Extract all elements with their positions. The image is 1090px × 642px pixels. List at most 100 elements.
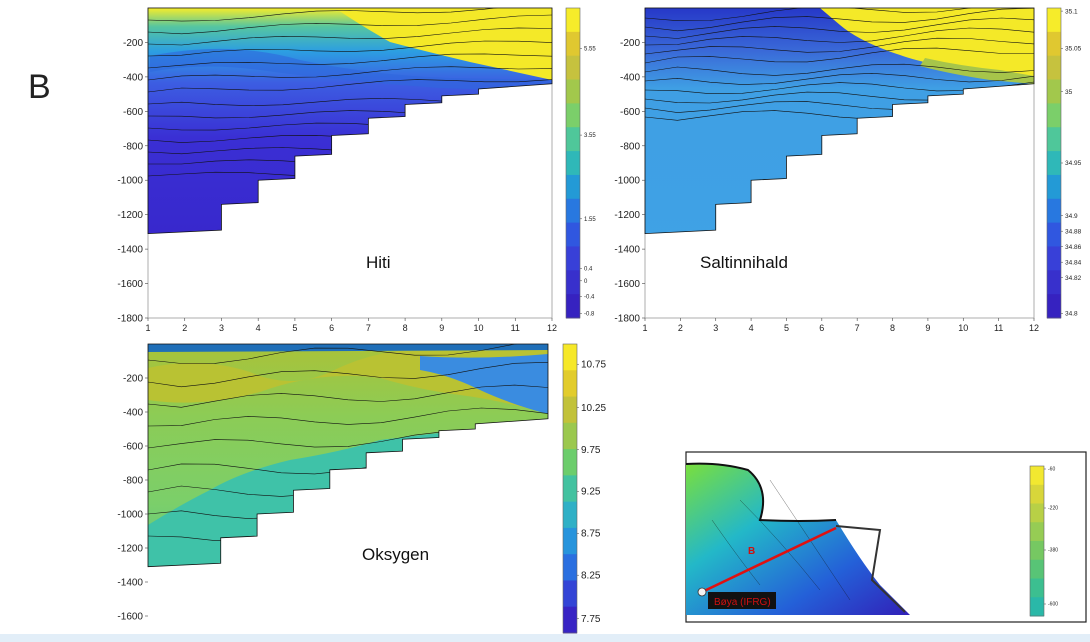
contour-line — [148, 384, 548, 408]
colorbar-segment — [1030, 541, 1044, 561]
colorbar-segment — [1047, 198, 1061, 224]
colorbar-segment — [566, 222, 580, 247]
y-tick-label: -600 — [123, 442, 143, 453]
y-tick-label: -600 — [620, 107, 640, 118]
y-tick-label: -1600 — [117, 279, 143, 290]
y-tick-label: -200 — [620, 38, 640, 49]
oxygen-section-chart: -200 -400 -600 -800 -1000 -1200 -1400 -1600 Oks… — [117, 343, 606, 634]
colorbar-segment — [566, 174, 580, 200]
x-tick-label: 5 — [292, 323, 297, 333]
x-tick-label: 11 — [994, 323, 1003, 333]
colorbar-segment — [566, 151, 580, 176]
x-tick-label: 9 — [925, 323, 930, 333]
colorbar-segment — [563, 422, 577, 450]
colorbar-segment — [563, 501, 577, 529]
colorbar-frame — [565, 7, 581, 319]
x-axis-ticks: 1 2 3 4 5 6 7 8 9 10 11 12 — [642, 318, 1039, 333]
colorbar-segment — [1047, 31, 1061, 57]
colorbar-segment — [1047, 174, 1061, 200]
salinity-front — [920, 58, 1034, 84]
x-tick-label: 4 — [749, 323, 754, 333]
colorbar-tick-label: 35.1 — [1065, 8, 1078, 15]
colorbar-segment — [1030, 466, 1044, 486]
x-tick-label: 12 — [1029, 323, 1039, 333]
colorbar-tick-label: -380 — [1048, 548, 1058, 554]
section-label: B — [748, 546, 755, 557]
colorbar-segment — [566, 198, 580, 224]
contour-line — [645, 8, 1034, 32]
y-tick-label: -1600 — [614, 279, 640, 290]
colorbar-tick-label: 34.88 — [1065, 228, 1082, 235]
y-axis-ticks: -200 -400 -600 -800 -1000 -1200 -1400 -1600 -180… — [614, 38, 645, 325]
contour-line — [148, 40, 552, 57]
oxygen-chart-label: Oksygen — [362, 545, 429, 564]
thermocline-band — [150, 48, 552, 92]
colorbar-segment — [1030, 503, 1044, 523]
colorbar-segment — [1030, 559, 1044, 579]
map-depth-colorbar: -60 -220 -380 -600 — [1029, 465, 1058, 617]
colorbar-tick-label: 34.95 — [1065, 160, 1082, 167]
colorbar-segment — [566, 246, 580, 271]
y-tick-label: -400 — [620, 72, 640, 83]
coastline — [685, 462, 837, 522]
colorbar-segment — [563, 554, 577, 581]
salinity-colorbar: 35.1 35.05 35 34.95 34.9 34.88 34.86 34.84 34.82… — [1046, 7, 1082, 319]
contour-line — [645, 47, 1034, 64]
y-tick-label: -1200 — [614, 210, 640, 221]
colorbar-frame — [1029, 465, 1045, 617]
x-axis-ticks: 1 2 3 4 5 6 7 8 9 10 11 12 — [145, 318, 557, 333]
x-tick-label: 2 — [678, 323, 683, 333]
colorbar-segment — [1030, 522, 1044, 542]
colorbar-segment — [1047, 151, 1061, 176]
colorbar-segment — [1047, 8, 1061, 33]
colorbar-tick-label: 34.86 — [1065, 244, 1082, 251]
colorbar-segment — [1047, 79, 1061, 104]
colorbar-tick-label: 34.8 — [1065, 311, 1078, 318]
colorbar-tick-label: -0.4 — [584, 294, 595, 300]
colorbar-segment — [1030, 578, 1044, 598]
colorbar-tick-label: 34.84 — [1065, 259, 1082, 266]
colorbar-tick-label: 8.75 — [581, 529, 601, 540]
x-tick-label: 8 — [890, 323, 895, 333]
colorbar-segment — [1047, 127, 1061, 152]
contour-line — [148, 27, 552, 46]
colorbar-segment — [1030, 597, 1044, 617]
x-tick-label: 7 — [855, 323, 860, 333]
station-label-box — [708, 592, 776, 609]
contour-line — [148, 14, 552, 35]
x-tick-label: 9 — [439, 323, 444, 333]
y-tick-label: -1000 — [614, 176, 640, 187]
x-tick-label: 6 — [329, 323, 334, 333]
bathymetry-area — [686, 463, 910, 615]
x-tick-label: 12 — [547, 323, 557, 333]
y-tick-label: -200 — [123, 374, 143, 385]
contour-line — [645, 27, 1034, 46]
colorbar-tick-label: -220 — [1048, 506, 1058, 512]
colorbar-tick-label: -600 — [1048, 602, 1058, 608]
contour-line — [645, 72, 1034, 85]
contour-line — [148, 53, 552, 69]
temperature-section-chart: -200 -400 -600 -800 -1000 -1200 -1400 -1600 -180… — [117, 7, 596, 333]
colorbar-segment — [1030, 484, 1044, 504]
x-tick-label: 7 — [366, 323, 371, 333]
figure-panel-label: B — [28, 68, 51, 106]
y-axis-ticks: -200 -400 -600 -800 -1000 -1200 -1400 -1600 -180… — [117, 38, 148, 325]
y-tick-label: -400 — [123, 72, 143, 83]
colorbar-segment — [1047, 55, 1061, 81]
low-oxygen-patch — [420, 354, 548, 414]
y-tick-label: -800 — [620, 141, 640, 152]
colorbar-segment — [563, 449, 577, 476]
x-tick-label: 3 — [219, 323, 224, 333]
bottom-topography-outline — [644, 7, 1035, 235]
x-tick-label: 1 — [642, 323, 647, 333]
y-tick-label: -1800 — [614, 314, 640, 325]
y-tick-label: -1400 — [117, 578, 143, 589]
colorbar-segment — [563, 580, 577, 608]
colorbar-tick-label: 9.25 — [581, 487, 601, 498]
y-tick-label: -400 — [123, 408, 143, 419]
colorbar-tick-label: 0.4 — [584, 266, 593, 272]
contour-line — [148, 8, 552, 22]
temperature-chart-label: Hiti — [366, 253, 391, 272]
y-tick-label: -1000 — [117, 510, 143, 521]
contour-line — [148, 66, 552, 81]
